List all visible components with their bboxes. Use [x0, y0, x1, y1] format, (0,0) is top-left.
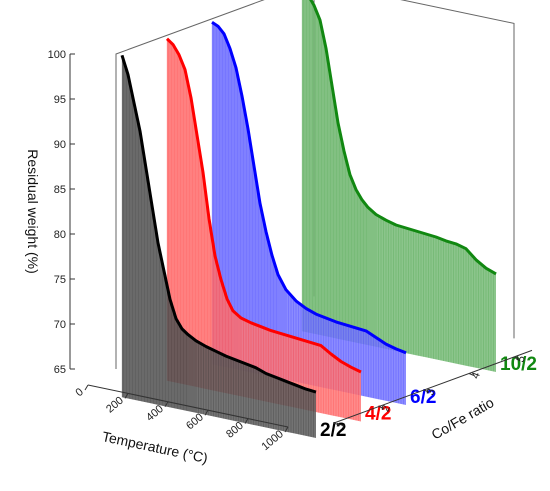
z-tick-label: 85 [54, 184, 66, 196]
x-tick-mark [164, 401, 169, 408]
x-tick-label: 600 [184, 411, 206, 432]
side-wall-frame [400, 0, 515, 339]
y-tick-mark [423, 389, 430, 393]
z-tick-label: 90 [54, 139, 66, 151]
z-tick-label: 100 [48, 49, 66, 61]
z-axis-title: Residual weight (%) [25, 149, 41, 274]
series-hatch [121, 55, 314, 438]
z-tick-label: 80 [54, 229, 66, 241]
series-line [165, 37, 362, 374]
x-tick-label: 800 [224, 420, 246, 441]
y-tick-label: 3 [425, 387, 438, 397]
series-fill [302, 0, 496, 372]
series-fill [122, 55, 316, 438]
series-ribbons: 10/26/24/22/2 [120, 0, 537, 441]
x-axis-title: Temperature (°C) [101, 428, 209, 466]
series-10-2: 10/2 [301, 0, 537, 375]
x-tick-mark [84, 384, 89, 391]
z-tick-label: 95 [54, 94, 66, 106]
series-line [120, 54, 317, 394]
y-tick-label: 4 [470, 371, 483, 381]
x-tick-label: 400 [144, 403, 166, 424]
x-tick-mark [244, 418, 249, 424]
series-hatch [301, 0, 494, 372]
x-tick-mark [284, 426, 289, 433]
y-tick-label: 1 [335, 420, 348, 430]
y-tick-mark [333, 422, 340, 426]
y-tick-mark [513, 356, 520, 360]
series-line [309, 0, 497, 276]
x-tick-mark [204, 409, 209, 416]
series-label: 2/2 [320, 420, 346, 441]
series-line [211, 21, 407, 355]
x-axis-line [87, 384, 289, 428]
y-axis-title: Co/Fe ratio [429, 394, 497, 443]
y-tick-label: 2 [380, 404, 393, 414]
y-tick-label: 5 [515, 354, 528, 364]
y-axis-line [333, 349, 533, 424]
z-tick-label: 65 [54, 364, 66, 376]
series-fill [212, 22, 406, 405]
y-tick-mark [468, 373, 475, 376]
y-tick-mark [378, 406, 385, 409]
x-tick-label: 200 [104, 395, 126, 416]
z-tick-label: 70 [54, 319, 66, 331]
x-tick-mark [124, 393, 129, 399]
series-fill [167, 38, 361, 422]
x-tick-label: 0 [74, 386, 86, 399]
series-2-2: 2/2 [120, 54, 346, 441]
x-tick-label: 1000 [259, 428, 285, 453]
z-tick-label: 75 [54, 274, 66, 286]
